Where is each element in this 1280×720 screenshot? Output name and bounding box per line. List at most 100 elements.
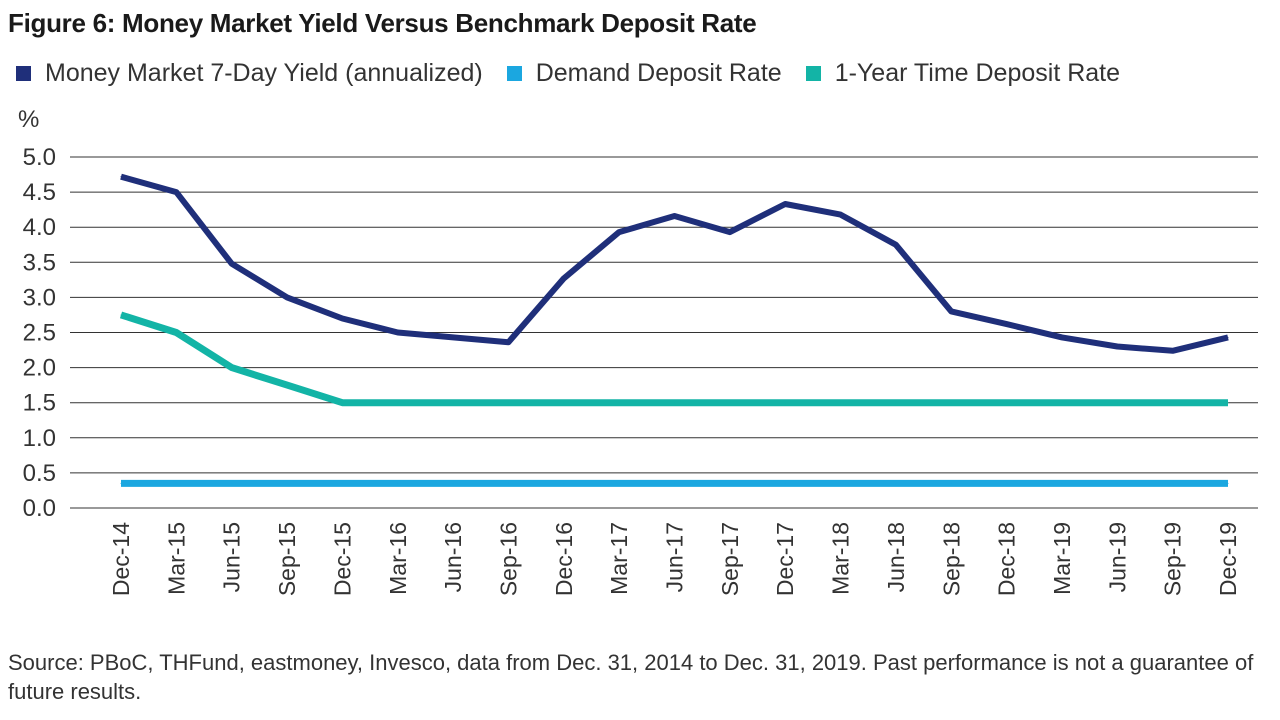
y-tick-label: 0.0 [23, 495, 56, 522]
legend-label-money-market: Money Market 7-Day Yield (annualized) [45, 58, 483, 87]
data-point [1006, 402, 1008, 404]
data-point [895, 244, 897, 246]
data-point [618, 231, 620, 233]
series-line-time-deposit [119, 311, 1228, 407]
data-point [950, 402, 952, 404]
x-tick-label: Sep-17 [717, 522, 743, 596]
data-point [175, 482, 177, 484]
chart-legend: Money Market 7-Day Yield (annualized) De… [16, 58, 1144, 88]
series-lines [119, 173, 1229, 487]
data-point [618, 402, 620, 404]
data-point [950, 482, 952, 484]
data-point [1172, 482, 1174, 484]
data-point [674, 215, 675, 217]
data-point [507, 402, 509, 404]
legend-swatch-time-deposit [805, 65, 821, 81]
data-point [950, 310, 952, 312]
data-point [1172, 350, 1174, 352]
data-point [452, 482, 454, 484]
x-tick-label: Jun-17 [662, 522, 688, 592]
data-point [341, 402, 343, 404]
x-tick-label: Sep-18 [938, 522, 964, 596]
y-tick-label: 1.5 [23, 390, 56, 417]
y-tick-label: 0.5 [23, 460, 56, 487]
y-axis-unit-label: % [18, 106, 40, 133]
data-point [231, 263, 233, 265]
x-tick-label: Mar-16 [385, 522, 411, 595]
data-point [563, 402, 565, 404]
data-point [175, 332, 177, 333]
legend-item-time-deposit: 1-Year Time Deposit Rate [805, 58, 1121, 88]
data-point [1061, 336, 1063, 338]
data-point [674, 402, 675, 404]
x-tick-label: Jun-18 [883, 522, 909, 592]
legend-swatch-demand-deposit [506, 65, 522, 81]
x-tick-label: Sep-16 [495, 522, 521, 596]
y-tick-label: 2.5 [23, 320, 56, 347]
source-note: Source: PBoC, THFund, eastmoney, Invesco… [8, 650, 1254, 704]
x-tick-label: Mar-19 [1049, 522, 1075, 595]
data-point [175, 191, 177, 193]
x-tick-label: Sep-19 [1160, 522, 1186, 596]
data-point [563, 482, 565, 484]
data-point [1172, 402, 1174, 404]
x-tick-label: Mar-18 [828, 522, 854, 595]
y-tick-label: 4.5 [23, 179, 56, 206]
data-point [563, 277, 565, 279]
gridlines [70, 156, 1258, 509]
data-point [784, 482, 786, 484]
data-point [1227, 402, 1229, 404]
y-tick-label: 2.0 [23, 355, 56, 382]
legend-label-time-deposit: 1-Year Time Deposit Rate [834, 58, 1121, 87]
data-point [286, 296, 288, 298]
legend-item-money-market: Money Market 7-Day Yield (annualized) [16, 59, 483, 88]
data-point [120, 176, 122, 178]
data-point [397, 482, 399, 484]
data-point [729, 402, 731, 404]
x-tick-label: Dec-15 [329, 522, 355, 596]
x-tick-label: Dec-14 [108, 522, 134, 596]
x-tick-label: Mar-15 [163, 522, 189, 595]
x-tick-label: Jun-19 [1104, 522, 1130, 592]
data-point [1227, 336, 1229, 338]
legend-label-demand-deposit: Demand Deposit Rate [535, 58, 782, 87]
legend-item-demand-deposit: Demand Deposit Rate [506, 58, 782, 88]
data-point [397, 402, 399, 404]
data-point [729, 482, 731, 484]
line-chart: 5.0 4.5 4.0 3.5 3.0 2.5 2.0 1.5 1.0 0.5 0.0 Dec-14… [23, 144, 1258, 596]
y-tick-label: 5.0 [23, 144, 56, 171]
data-point [784, 203, 786, 205]
data-point [341, 482, 343, 484]
data-point [1116, 346, 1118, 348]
data-point [1227, 482, 1229, 484]
x-axis-ticks: Dec-14 Mar-15 Jun-15 Sep-15 Dec-15 Mar-16 Jun-… [108, 522, 1241, 596]
data-point [231, 367, 233, 369]
data-point [895, 402, 897, 404]
x-tick-label: Dec-16 [551, 522, 577, 596]
y-axis-ticks: 5.0 4.5 4.0 3.5 3.0 2.5 2.0 1.5 1.0 0.5 0.0 [23, 144, 56, 522]
x-tick-label: Dec-19 [1215, 522, 1241, 596]
data-point [507, 482, 509, 484]
data-point [286, 482, 288, 484]
x-tick-label: Dec-17 [772, 522, 798, 596]
data-point [120, 314, 122, 316]
data-point [452, 402, 454, 404]
y-tick-label: 3.0 [23, 284, 56, 311]
x-tick-label: Dec-18 [994, 522, 1020, 596]
data-point [1116, 402, 1118, 404]
data-point [120, 482, 122, 484]
x-tick-label: Jun-16 [440, 522, 466, 592]
data-point [507, 341, 509, 343]
data-point [1061, 482, 1063, 484]
y-tick-label: 1.0 [23, 425, 56, 452]
data-point [674, 482, 675, 484]
data-point [1006, 482, 1008, 484]
data-point [1006, 323, 1008, 325]
data-point [341, 317, 343, 319]
data-point [1116, 482, 1118, 484]
x-tick-label: Sep-15 [274, 522, 300, 596]
data-point [784, 402, 786, 404]
series-line-money-market [120, 173, 1229, 354]
data-point [895, 482, 897, 484]
chart-title: Figure 6: Money Market Yield Versus Benc… [8, 8, 757, 38]
